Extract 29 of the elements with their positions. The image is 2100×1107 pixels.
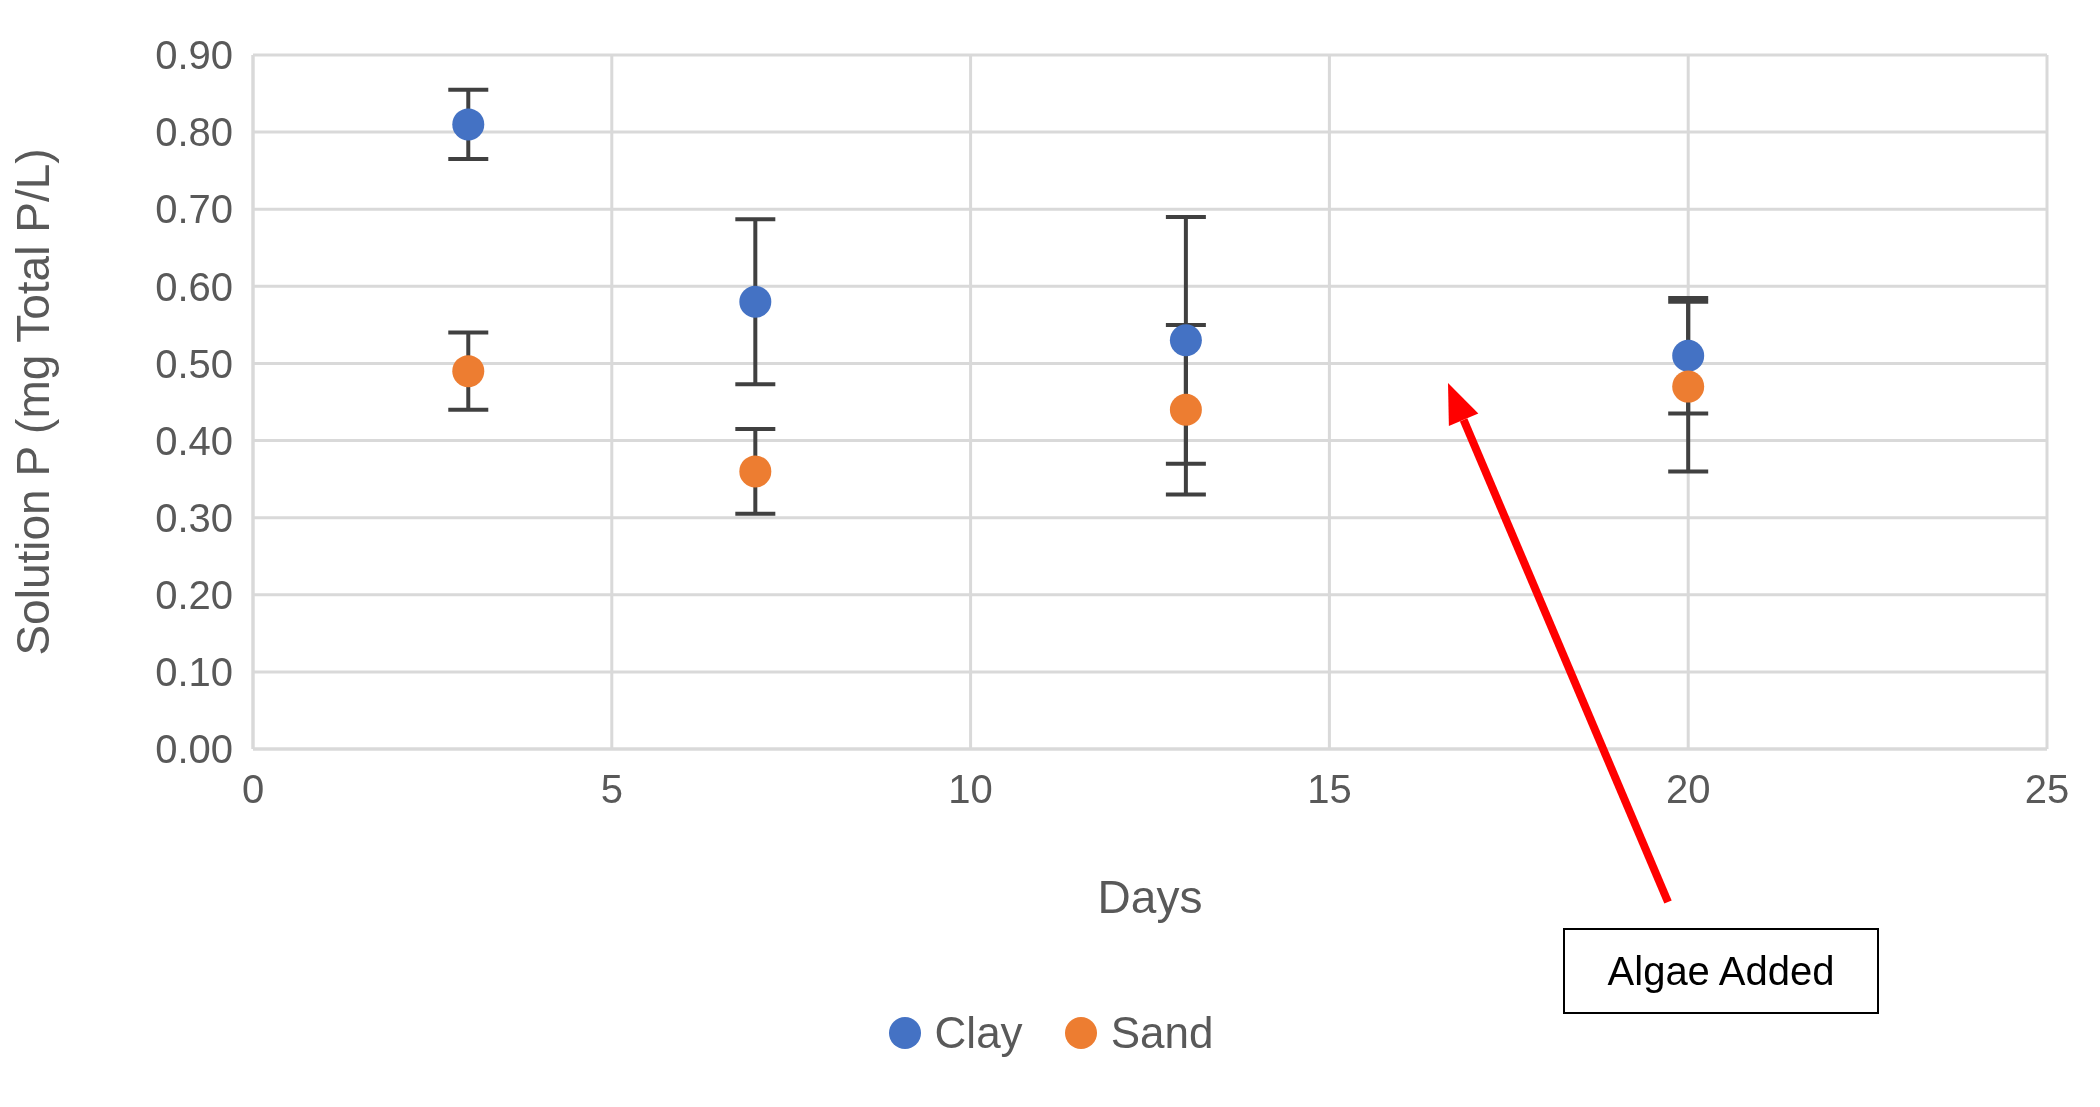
point (1169, 393, 1202, 426)
legend-label: Sand (1110, 1008, 1214, 1058)
text: Algae Added (1563, 928, 1879, 1014)
y-tick-label: 0.00 (155, 727, 233, 772)
point (1169, 324, 1202, 357)
y-tick-label: 0.90 (155, 33, 233, 78)
y-tick-label: 0.20 (155, 572, 233, 617)
point (452, 108, 485, 141)
x-axis-title: Days (1097, 871, 1203, 923)
point (739, 285, 772, 318)
x-tick-label: 10 (948, 767, 993, 812)
point (1672, 339, 1705, 372)
point (1672, 370, 1705, 403)
y-tick-label: 0.60 (155, 264, 233, 309)
x-tick-label: 25 (2024, 767, 2070, 812)
y-axis-title: Solution P (mg Total P/L) (7, 148, 60, 656)
x-tick-label: 20 (1665, 767, 1711, 812)
x-tick-label: 15 (1307, 767, 1352, 812)
y-tick-label: 0.50 (155, 341, 233, 386)
x-tick-label: 0 (241, 767, 265, 812)
y-tick-label: 0.70 (155, 187, 233, 232)
y-tick-label: 0.10 (155, 650, 233, 695)
point (739, 455, 772, 488)
y-tick-label: 0.40 (155, 418, 233, 463)
legend-label: Clay (934, 1008, 1023, 1058)
point (452, 355, 485, 388)
y-tick-label: 0.30 (155, 495, 233, 540)
y-tick-label: 0.80 (155, 110, 233, 155)
x-tick-label: 5 (600, 767, 623, 812)
